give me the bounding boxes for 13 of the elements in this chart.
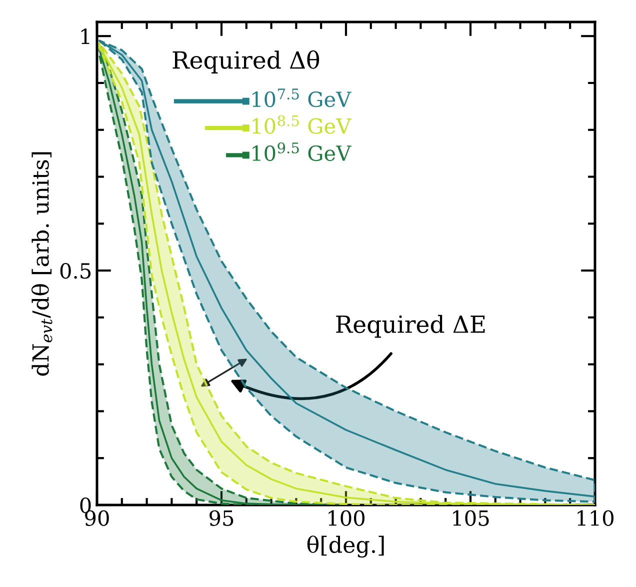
annotation: Required ΔE bbox=[336, 314, 485, 338]
x-axis-title: θ[deg.] bbox=[307, 536, 384, 558]
y-tick-label: 1 bbox=[81, 28, 90, 44]
legend-title: Required Δθ bbox=[172, 50, 320, 74]
y-axis-title: dN$_{evt}$/dθ [arb. units] bbox=[31, 152, 52, 376]
x-tick-label: 95 bbox=[210, 510, 234, 526]
series-label: 10$^{7.5}$ GeV bbox=[252, 88, 352, 108]
x-tick-label: 100 bbox=[328, 510, 364, 526]
y-tick-label: 0.5 bbox=[60, 262, 91, 279]
series-label: 10$^{8.5}$ GeV bbox=[252, 115, 352, 134]
x-tick-label: 110 bbox=[578, 510, 614, 526]
series-label: 10$^{9.5}$ GeV bbox=[252, 142, 352, 162]
x-tick-label: 105 bbox=[453, 510, 489, 526]
